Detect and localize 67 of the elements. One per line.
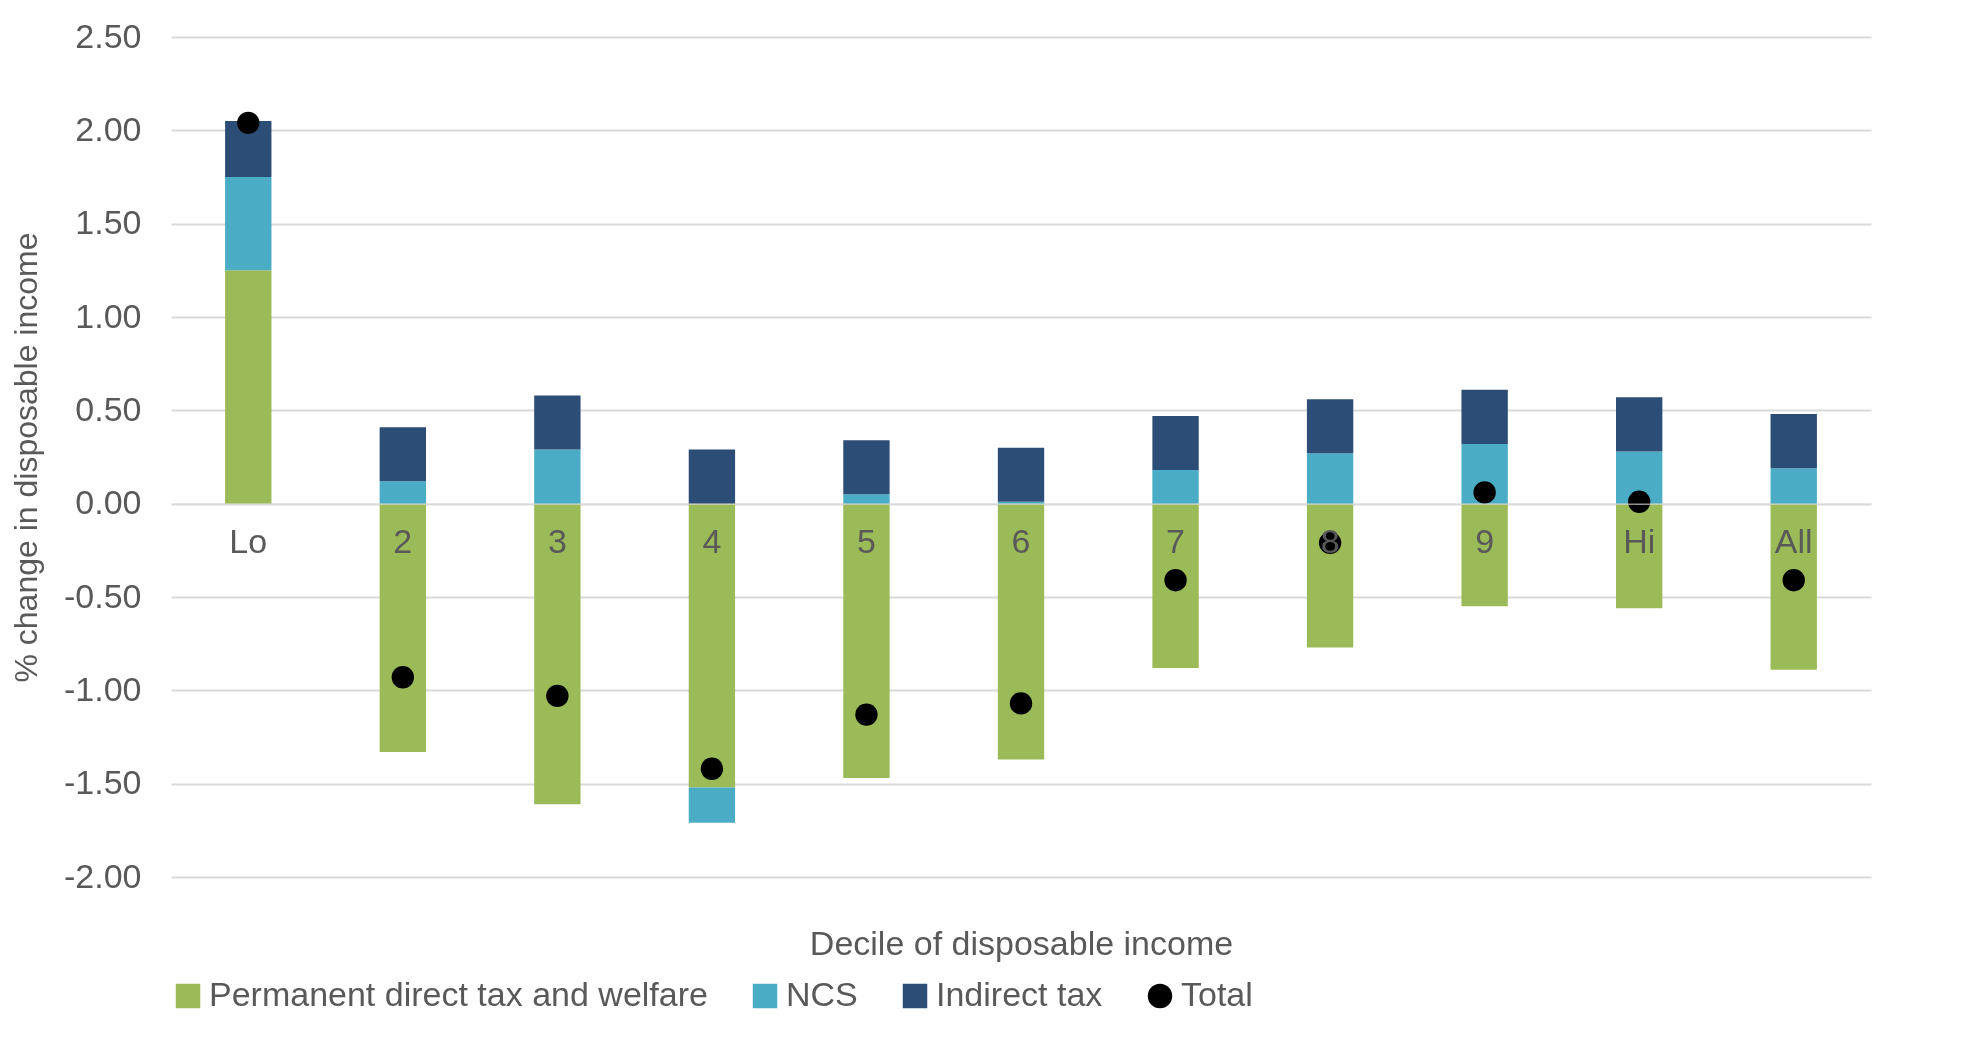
- y-tick-label: -2.00: [64, 856, 142, 895]
- bar: [843, 503, 890, 779]
- bar: [997, 503, 1045, 760]
- bar: [379, 481, 426, 504]
- point: [1009, 692, 1033, 715]
- x-tick-label: Hi: [1623, 522, 1656, 561]
- bar: [1306, 399, 1354, 454]
- bar: [1152, 470, 1199, 504]
- x-tick-label: 9: [1475, 522, 1495, 561]
- point: [391, 666, 414, 689]
- bar: [225, 270, 272, 504]
- point: [1164, 569, 1187, 592]
- y-tick-label: 0.50: [75, 389, 142, 428]
- y-axis-title: % change in disposable income: [8, 232, 44, 683]
- legend-label: Indirect tax: [936, 975, 1103, 1013]
- bar: [534, 503, 581, 805]
- x-tick-label: 8: [1320, 522, 1340, 561]
- bar: [1770, 468, 1817, 504]
- bar: [843, 440, 890, 495]
- bar: [1461, 389, 1508, 444]
- bar: [688, 503, 736, 788]
- bar: [1152, 415, 1199, 471]
- bar: [1306, 453, 1354, 504]
- point: [700, 757, 724, 780]
- legend-label: Total: [1181, 975, 1253, 1013]
- x-tick-label: 6: [1011, 522, 1031, 561]
- bar: [379, 427, 426, 482]
- y-tick-label: 1.00: [75, 296, 142, 335]
- bar: [534, 449, 581, 504]
- point: [1473, 481, 1496, 504]
- bar: [1152, 503, 1199, 668]
- y-tick-label: -1.00: [64, 669, 142, 708]
- bar: [225, 121, 272, 177]
- bar: [225, 177, 272, 271]
- bar: [1770, 414, 1817, 469]
- y-tick-label: 0.00: [75, 483, 142, 522]
- y-tick-label: 1.50: [75, 203, 142, 242]
- x-tick-label: 5: [856, 522, 876, 561]
- x-tick-label: 4: [702, 522, 722, 561]
- x-tick-label: All: [1774, 522, 1813, 561]
- x-tick-label: 3: [547, 522, 567, 561]
- bar: [688, 787, 736, 823]
- bar: [1306, 503, 1354, 648]
- x-axis-title: Decile of disposable income: [809, 923, 1234, 962]
- bar: [1770, 503, 1817, 670]
- point: [855, 703, 878, 726]
- y-tick-label: -0.50: [64, 576, 142, 615]
- y-tick-label: -1.50: [64, 763, 142, 802]
- bar: [534, 395, 581, 450]
- x-tick-label: 2: [393, 522, 413, 561]
- bar: [997, 447, 1045, 502]
- point: [546, 684, 569, 708]
- bar: [688, 449, 736, 504]
- y-tick-label: 2.00: [75, 109, 142, 148]
- x-tick-label: Lo: [229, 522, 268, 561]
- point: [1628, 490, 1651, 513]
- legend-label: Permanent direct tax and welfare: [209, 975, 708, 1013]
- legend-label: NCS: [786, 975, 858, 1013]
- bar: [1461, 503, 1508, 607]
- bar: [843, 494, 890, 504]
- bar: [1616, 397, 1663, 452]
- point: [1782, 569, 1805, 592]
- bar: [1616, 451, 1663, 504]
- y-tick-label: 2.50: [75, 16, 142, 55]
- x-tick-label: 7: [1166, 522, 1186, 561]
- point: [237, 111, 260, 135]
- bar: [379, 503, 426, 752]
